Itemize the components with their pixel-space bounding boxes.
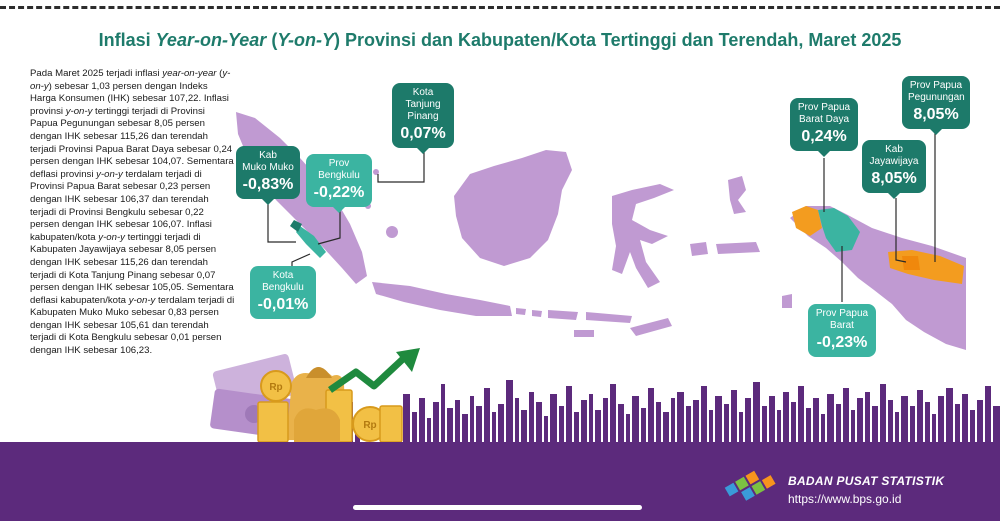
callout-kota-bengkulu: Kota Bengkulu -0,01%: [250, 266, 316, 319]
svg-text:Rp: Rp: [363, 420, 376, 431]
callout-bengkulu-prov: Prov Bengkulu -0,22%: [306, 154, 372, 213]
callout-tanjung-pinang: Kota Tanjung Pinang 0,07%: [392, 83, 454, 154]
callout-papua-barat-daya-value: 0,24%: [801, 128, 847, 145]
island-bali: [516, 308, 526, 315]
island-lombok: [532, 310, 542, 317]
summary-paragraph-run: year-on-year: [162, 68, 217, 79]
region-jayawijaya: [902, 256, 920, 270]
summary-paragraph-run: terdalam terjadi di Provinsi Papua Barat…: [30, 168, 212, 243]
callout-tanjung-pinang-value: 0,07%: [400, 125, 446, 142]
callout-jayawijaya-name: Kab Jayawijaya: [869, 144, 919, 167]
callout-papua-barat: Prov Papua Barat -0,23%: [808, 304, 876, 357]
callout-kota-bengkulu-value: -0,01%: [257, 296, 309, 313]
callout-jayawijaya: Kab Jayawijaya 8,05%: [862, 140, 926, 199]
leader-bengkulu-prov: [317, 206, 341, 245]
island-buru: [690, 242, 708, 256]
island-bangka: [386, 226, 398, 238]
island-halmahera: [728, 176, 746, 214]
summary-paragraph-run: (: [216, 68, 223, 79]
summary-paragraph-run: y-on-y: [128, 294, 156, 306]
money-illustration: Rp Rp: [210, 348, 420, 443]
callout-muko-muko: Kab Muko Muko -0,83%: [236, 146, 300, 205]
callout-muko-muko-value: -0,83%: [242, 176, 294, 193]
callout-papua-barat-daya: Prov Papua Barat Daya 0,24%: [790, 98, 858, 157]
summary-paragraph-run: tertinggi terjadi di Kabupaten Jayawijay…: [30, 231, 234, 306]
city-skyline: [330, 380, 1000, 442]
callout-muko-muko-name: Kab Muko Muko: [242, 150, 294, 173]
callout-jayawijaya-value: 8,05%: [871, 170, 917, 187]
summary-paragraph-run: y-on-y: [65, 105, 93, 117]
callout-papua-pegunungan-value: 8,05%: [913, 106, 959, 123]
callout-bengkulu-prov-value: -0,22%: [313, 184, 365, 201]
island-riau-2: [373, 169, 379, 175]
callout-papua-barat-value: -0,23%: [816, 334, 868, 351]
callout-papua-barat-daya-name: Prov Papua Barat Daya: [797, 102, 851, 125]
callout-papua-barat-name: Prov Papua Barat: [815, 308, 869, 331]
island-sulawesi: [612, 184, 674, 288]
bps-logo-icon: [724, 470, 776, 501]
leader-muko-muko: [267, 200, 296, 243]
island-timor: [630, 318, 672, 336]
callout-tanjung-pinang-name: Kota Tanjung Pinang: [405, 87, 441, 122]
top-dashed-divider: [0, 6, 1000, 9]
region-muko-muko: [290, 220, 302, 232]
leader-tanjung-pinang: [377, 146, 425, 183]
footer-org-name: BADAN PUSAT STATISTIK: [788, 474, 945, 488]
island-kalimantan: [454, 150, 572, 266]
home-indicator[interactable]: [353, 505, 642, 510]
island-sumbawa: [548, 310, 578, 320]
summary-paragraph-run: y-on-y: [30, 68, 231, 92]
island-java: [372, 282, 512, 316]
callout-kota-bengkulu-name: Kota Bengkulu: [262, 270, 304, 293]
island-flores: [586, 312, 632, 323]
island-sumba: [574, 330, 594, 337]
summary-paragraph-run: terdalam terjadi di Kabupaten Muko Muko …: [30, 294, 235, 357]
region-bengkulu: [296, 226, 326, 258]
summary-paragraph-run: ) sebesar 1,03 persen dengan Indeks Harg…: [30, 80, 229, 117]
region-papua-barat-daya: [792, 206, 822, 236]
summary-paragraph-run: tertinggi terjadi di Provinsi Papua Pegu…: [30, 105, 234, 180]
island-tanimbar: [782, 294, 792, 308]
region-papua-barat: [818, 208, 860, 252]
summary-paragraph-run: y-on-y: [96, 168, 123, 180]
svg-text:Rp: Rp: [269, 382, 282, 393]
page-title: Inflasi Year-on-Year (Y-on-Y) Provinsi d…: [98, 30, 902, 50]
island-seram: [716, 242, 760, 254]
footer-url[interactable]: https://www.bps.go.id: [788, 492, 902, 506]
leader-jayawijaya: [895, 198, 907, 263]
callout-papua-pegunungan-name: Prov Papua Pegunungan: [908, 80, 965, 103]
callout-papua-pegunungan: Prov Papua Pegunungan 8,05%: [902, 76, 970, 135]
callout-bengkulu-prov-name: Prov Bengkulu: [318, 158, 360, 181]
summary-paragraph-run: y-on-y: [98, 231, 125, 243]
summary-paragraph: Pada Maret 2025 terjadi inflasi year-on-…: [30, 68, 235, 358]
summary-paragraph-run: Pada Maret 2025 terjadi inflasi: [30, 68, 163, 79]
